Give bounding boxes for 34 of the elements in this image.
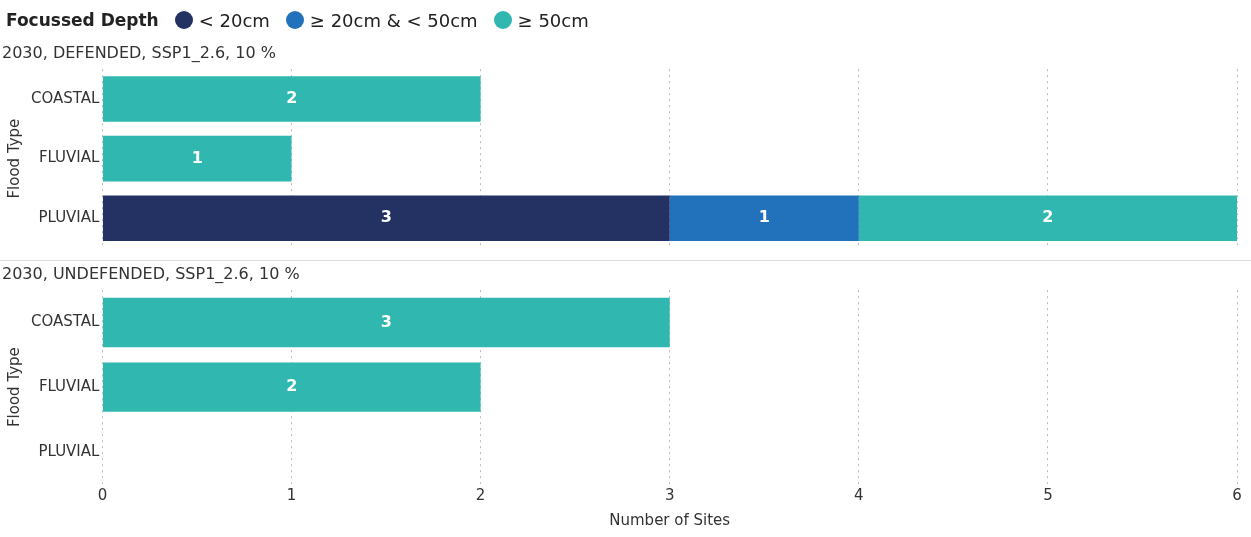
y-tick-label: FLUVIAL <box>38 376 101 395</box>
bar <box>858 195 1237 241</box>
data-label: 1 <box>758 207 770 227</box>
x-tick-label: 6 <box>1232 485 1242 504</box>
x-tick-label: 0 <box>97 485 108 504</box>
x-tick-label: 2 <box>475 485 486 504</box>
y-axis-title: Flood Type <box>4 118 23 199</box>
legend-label: < 20cm <box>198 9 270 31</box>
data-label: 2 <box>286 88 298 108</box>
data-label: 2 <box>1042 207 1054 227</box>
x-tick-label: 1 <box>286 485 297 504</box>
data-label: 2 <box>286 376 298 396</box>
legend-title: Focussed Depth <box>6 10 159 30</box>
x-tick-label: 5 <box>1043 485 1053 504</box>
x-tick-label: 4 <box>854 485 864 504</box>
legend-label: ≥ 50cm <box>517 9 589 31</box>
data-label: 3 <box>380 207 392 227</box>
x-axis-title: Number of Sites <box>609 510 731 529</box>
bar <box>102 76 481 122</box>
chart-title: 2030, UNDEFENDED, SSP1_2.6, 10 % <box>2 263 300 284</box>
bar <box>102 195 670 241</box>
y-tick-label: COASTAL <box>30 312 101 331</box>
bar <box>102 135 292 182</box>
chart-title: 2030, DEFENDED, SSP1_2.6, 10 % <box>2 42 276 63</box>
data-label: 1 <box>191 147 203 167</box>
y-tick-label: PLUVIAL <box>38 208 101 227</box>
y-tick-label: COASTAL <box>30 88 101 107</box>
data-label: 3 <box>380 311 392 331</box>
y-tick-label: FLUVIAL <box>38 148 101 167</box>
y-axis-title: Flood Type <box>4 347 23 428</box>
legend-label: ≥ 20cm & < 50cm <box>309 9 478 31</box>
x-tick-label: 3 <box>664 485 675 504</box>
bar <box>669 195 859 241</box>
y-tick-label: PLUVIAL <box>38 441 101 460</box>
